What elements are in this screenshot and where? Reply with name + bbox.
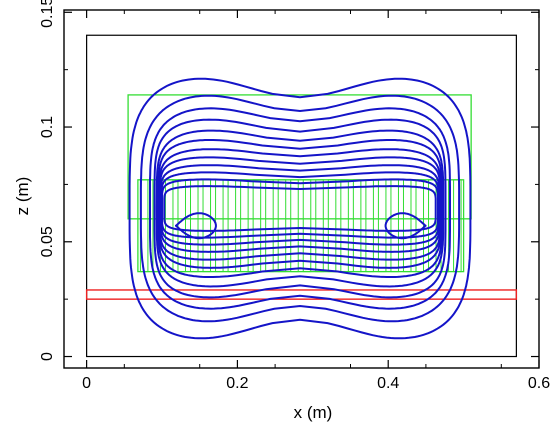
green-stripe [315, 179, 324, 273]
red-band [85, 289, 518, 300]
contour-line [149, 107, 451, 310]
contour-line [161, 178, 439, 239]
green-stripe [164, 179, 174, 273]
green-stripe [327, 179, 337, 273]
contour-line [139, 94, 461, 323]
green-inner-rect [137, 179, 465, 273]
green-stripe [265, 179, 274, 273]
contour-line [155, 129, 445, 288]
x-tick-label: 0.4 [377, 375, 399, 392]
x-axis-label: x (m) [294, 403, 333, 422]
green-outer-rect [127, 94, 472, 220]
contour-line [153, 118, 447, 299]
contour-line [163, 185, 437, 232]
green-stripe [340, 179, 349, 273]
green-stripe [428, 179, 437, 273]
y-tick-label: 0.05 [39, 226, 56, 257]
green-stripe [290, 179, 299, 273]
contour-peak [384, 212, 427, 240]
x-tick-label: 0.2 [226, 375, 248, 392]
contour-line [157, 139, 443, 278]
x-tick-label: 0 [82, 375, 91, 392]
green-stripe [202, 179, 212, 273]
x-tick-label: 0.6 [528, 375, 550, 392]
contour-peak [175, 212, 217, 240]
green-stripe [453, 179, 462, 273]
y-tick-label: 0.1 [39, 116, 56, 138]
y-tick-label: 0.15 [39, 0, 56, 28]
green-stripe [390, 179, 399, 273]
green-stripe [277, 179, 287, 273]
green-stripe [302, 179, 312, 273]
geometry-boundary-box [86, 34, 517, 358]
y-tick-label: 0 [39, 352, 56, 361]
axes: 0 0.2 0.4 0.6 0 0.05 0.1 0.15 [39, 0, 550, 392]
contour-line [128, 77, 472, 340]
green-stripe [252, 179, 262, 273]
y-axis-label: z (m) [13, 177, 32, 216]
plot-area [85, 34, 518, 358]
axes-frame [63, 9, 540, 369]
